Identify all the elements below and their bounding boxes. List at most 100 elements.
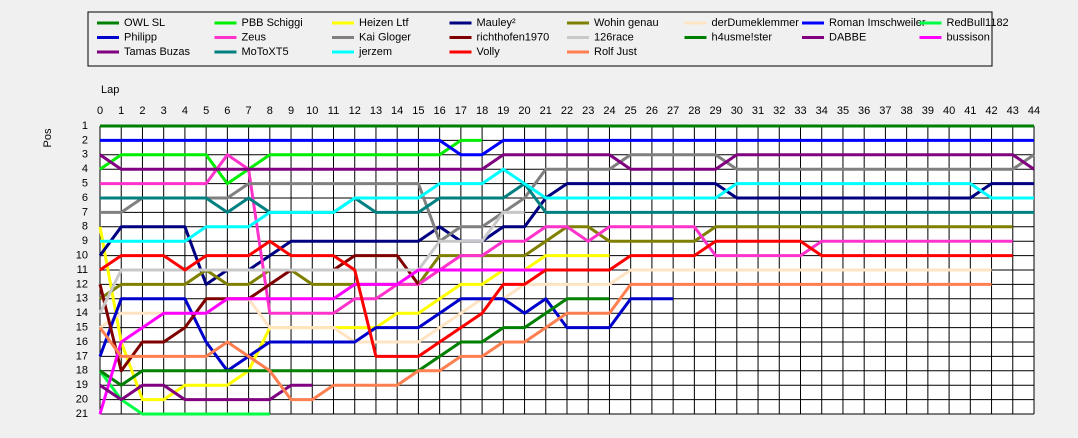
legend-label: Tamas Buzas [124,46,191,58]
x-tick-label: 34 [816,105,828,117]
x-tick-label: 30 [731,105,743,117]
y-tick-label: 12 [76,278,88,290]
legend-label: Wohin genau [594,17,659,29]
series-line [98,369,270,416]
x-tick-label: 20 [518,105,530,117]
x-tick-label: 12 [349,105,361,117]
x-tick-label: 28 [688,105,700,117]
y-tick-label: 3 [82,149,88,161]
x-tick-label: 26 [646,105,658,117]
x-tick-label: 17 [455,105,467,117]
y-tick-label: 7 [82,206,88,218]
legend-label: Zeus [242,31,267,43]
series-line [98,210,525,314]
legend-label: OWL SL [124,17,165,29]
legend-label: derDumeklemmer [712,17,800,29]
series-line [99,225,1013,301]
series-line [99,138,483,186]
x-tick-label: 36 [858,105,870,117]
x-tick-label: 35 [837,105,849,117]
y-tick-label: 1 [82,120,88,132]
series-line [98,282,992,402]
legend-label: Heizen Ltf [359,17,409,29]
x-tick-label: 1 [118,105,124,117]
series-line [98,268,610,415]
series-line [100,153,1013,315]
x-tick-label: 15 [412,105,424,117]
series-line [98,254,420,373]
series-line [100,182,1034,214]
x-tick-label: 18 [476,105,488,117]
x-axis-label: Lap [101,84,119,96]
y-tick-label: 6 [82,192,88,204]
x-tick-label: 3 [161,105,167,117]
y-tick-label: 20 [76,394,88,406]
x-tick-label: 32 [773,105,785,117]
y-tick-label: 16 [76,336,88,348]
legend-label: Mauley² [477,17,516,29]
legend-label: richthofen1970 [477,31,550,43]
x-tick-label: 21 [540,105,552,117]
x-tick-label: 29 [709,105,721,117]
x-tick-label: 37 [879,105,891,117]
x-tick-label: 38 [901,105,913,117]
y-tick-label: 18 [76,365,88,377]
series-line [99,153,1035,171]
legend-label: Rolf Just [594,46,637,58]
series-line [98,297,674,373]
x-tick-label: 7 [246,105,252,117]
x-tick-label: 9 [288,105,294,117]
legend-label: PBB Schiggi [242,17,303,29]
x-tick-label: 43 [1007,105,1019,117]
legend-label: RedBull1182 [947,17,1009,29]
y-tick-label: 10 [76,250,88,262]
x-tick-label: 23 [582,105,594,117]
legend-label: Roman Imschweiler [829,17,926,29]
series-line [99,297,610,387]
series-line [100,153,1035,243]
y-tick-label: 5 [82,178,88,190]
y-tick-label: 14 [76,307,88,319]
y-tick-label: 11 [77,264,88,276]
series-line [100,138,1034,157]
legend-label: jerzem [358,46,392,58]
x-tick-label: 33 [794,105,806,117]
legend-label: 126race [594,31,634,43]
y-tick-label: 8 [82,221,88,233]
x-tick-label: 41 [964,105,976,117]
x-tick-label: 31 [752,105,764,117]
x-tick-label: 25 [625,105,637,117]
x-tick-label: 13 [370,105,382,117]
x-tick-label: 10 [306,105,318,117]
legend-label: h4usme!ster [712,31,773,43]
legend-box [87,11,993,67]
y-tick-label: 4 [82,163,88,175]
x-tick-label: 39 [922,105,934,117]
x-tick-label: 22 [561,105,573,117]
x-tick-label: 0 [97,105,103,117]
x-tick-label: 44 [1028,105,1040,117]
x-tick-label: 24 [603,105,615,117]
legend-label: bussison [947,31,990,43]
series-line [99,383,313,402]
x-tick-label: 4 [182,105,188,117]
y-tick-label: 21 [76,408,88,420]
x-tick-label: 40 [943,105,955,117]
y-tick-label: 19 [76,379,88,391]
y-tick-label: 13 [76,293,88,305]
series-line [100,167,1034,243]
legend-label: Philipp [124,31,157,43]
x-tick-label: 11 [328,105,339,117]
legend-label: Volly [477,46,501,58]
x-tick-label: 19 [497,105,509,117]
y-tick-label: 2 [82,134,88,146]
legend-label: DABBE [829,31,866,43]
series-line [98,182,1034,286]
x-tick-label: 6 [224,105,230,117]
x-tick-label: 27 [667,105,679,117]
y-tick-label: 17 [76,350,88,362]
x-tick-label: 42 [985,105,997,117]
y-tick-label: 15 [76,322,88,334]
x-tick-label: 8 [267,105,273,117]
